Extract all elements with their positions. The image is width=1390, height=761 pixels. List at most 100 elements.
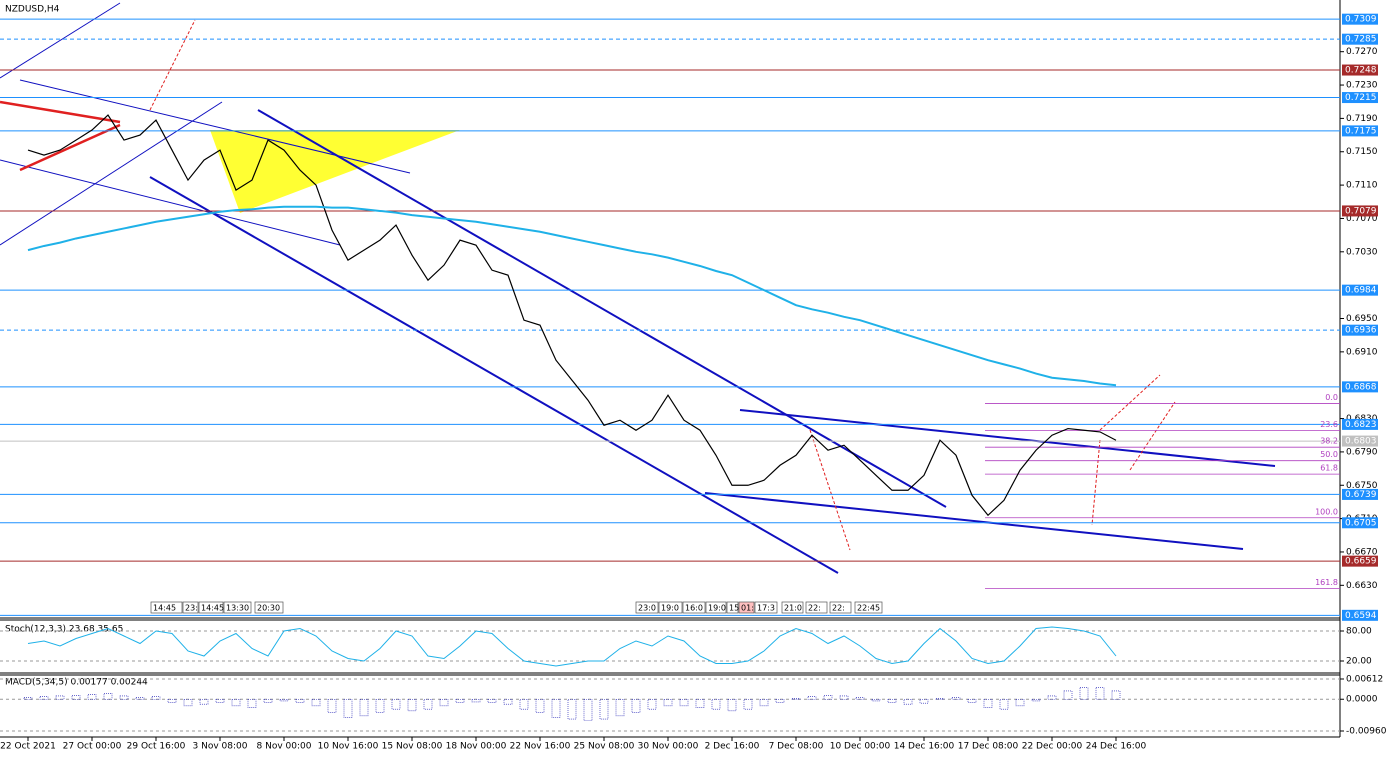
x-tick-label: 29 Oct 16:00 — [127, 742, 186, 752]
macd-bar — [791, 698, 801, 700]
macd-bar — [871, 698, 881, 702]
y-tick-label: 0.0000 — [1346, 695, 1378, 705]
level-label-box — [1342, 33, 1378, 45]
macd-bar — [359, 698, 369, 717]
timeframe-box — [635, 601, 659, 614]
timeframe-label: 20:30 — [257, 604, 280, 613]
timeframe-label: 01: — [741, 604, 754, 613]
macd-bar — [1079, 687, 1089, 700]
level-label: 0.7248 — [1345, 66, 1377, 76]
y-tick-label: 0.7030 — [1346, 247, 1378, 257]
x-tick-label: 10 Dec 00:00 — [830, 742, 891, 752]
macd-bar — [711, 698, 721, 710]
macd-bar — [583, 698, 593, 722]
timeframe-label: 22: — [832, 604, 845, 613]
timeframe-label: 16:0 — [685, 604, 703, 613]
projection-arrow — [809, 429, 851, 551]
macd-bar — [119, 695, 129, 700]
chart-title: NZDUSD,H4 — [5, 5, 60, 15]
macd-bar — [423, 698, 433, 710]
stoch-line — [27, 626, 1117, 667]
timeframe-box — [726, 601, 739, 614]
timeframe-box — [705, 601, 727, 614]
x-tick-label: 22 Dec 00:00 — [1022, 742, 1083, 752]
timeframe-box — [182, 601, 199, 614]
fib-label: 50.0 — [1320, 450, 1338, 459]
macd-bar — [903, 698, 913, 705]
timeframe-box — [223, 601, 252, 614]
macd-bar — [231, 698, 241, 707]
macd-bar — [919, 698, 929, 704]
level-label: 0.7079 — [1345, 206, 1377, 216]
macd-bar — [631, 698, 641, 713]
trend-line — [19, 79, 411, 174]
y-tick-label: 80.00 — [1346, 627, 1372, 637]
macd-bar — [87, 693, 97, 700]
macd-bar — [951, 697, 961, 700]
x-tick-label: 17 Dec 08:00 — [958, 742, 1019, 752]
timeframe-box — [682, 601, 706, 614]
macd-bar — [1095, 687, 1105, 700]
macd-bar — [391, 698, 401, 710]
level-label: 0.6739 — [1345, 490, 1377, 500]
level-label-box — [1342, 488, 1378, 500]
timeframe-label: 19:0 — [661, 604, 679, 613]
channel-line — [149, 176, 839, 574]
level-label: 0.7309 — [1345, 15, 1377, 25]
macd-bar — [679, 698, 689, 707]
fib-label: 100.0 — [1315, 507, 1338, 516]
red-trend-line — [0, 100, 121, 124]
y-tick-label: 0.7270 — [1346, 47, 1378, 57]
price-line — [27, 114, 1117, 517]
macd-bar — [71, 694, 81, 700]
x-tick-label: 30 Nov 00:00 — [638, 742, 699, 752]
level-label: 0.7175 — [1345, 126, 1377, 136]
level-label: 0.6868 — [1345, 382, 1377, 392]
fib-label: 161.8 — [1315, 578, 1338, 587]
y-tick-label: 0.6950 — [1346, 314, 1378, 324]
level-label: 0.6803 — [1345, 437, 1377, 447]
x-tick-label: 24 Dec 16:00 — [1086, 742, 1147, 752]
x-tick-label: 18 Nov 00:00 — [446, 742, 507, 752]
macd-bar — [311, 698, 321, 707]
y-tick-label: -0.00960 — [1346, 727, 1387, 737]
macd-bar — [295, 698, 305, 703]
timeframe-label: 17:3 — [757, 604, 775, 613]
level-label: 0.6705 — [1345, 518, 1377, 528]
level-label-box — [1342, 64, 1378, 76]
macd-bar — [1047, 695, 1057, 700]
level-label-box — [1342, 609, 1378, 621]
level-label-box — [1342, 517, 1378, 529]
macd-bar — [23, 697, 33, 700]
level-label-box — [1342, 13, 1378, 25]
macd-bar — [503, 698, 513, 705]
timeframe-box — [805, 601, 828, 614]
x-tick-label: 22 Nov 16:00 — [510, 742, 571, 752]
macd-bar — [727, 698, 737, 712]
macd-bar — [535, 698, 545, 713]
timeframe-box — [658, 601, 683, 614]
timeframe-label: 23:0 — [638, 604, 656, 613]
timeframe-label: 22: — [808, 604, 821, 613]
level-label: 0.6936 — [1345, 326, 1377, 336]
macd-bar — [823, 694, 833, 700]
x-tick-label: 14 Dec 16:00 — [894, 742, 955, 752]
level-label: 0.7215 — [1345, 93, 1377, 103]
y-tick-label: 0.7230 — [1346, 81, 1378, 91]
y-tick-label: 0.6670 — [1346, 547, 1378, 557]
macd-bar — [551, 698, 561, 718]
x-tick-label: 8 Nov 00:00 — [257, 742, 312, 752]
timeframe-box — [254, 601, 284, 614]
timeframe-label: 22:45 — [857, 604, 880, 613]
level-label-box — [1342, 555, 1378, 567]
macd-bar — [599, 698, 609, 720]
x-tick-label: 15 Nov 08:00 — [382, 742, 443, 752]
macd-bar — [935, 698, 945, 700]
macd-bar — [103, 692, 113, 700]
red-trend-line — [19, 123, 121, 172]
level-label-box — [1342, 435, 1378, 447]
macd-bar — [55, 695, 65, 700]
macd-bar — [375, 698, 385, 713]
level-label-box — [1342, 324, 1378, 336]
